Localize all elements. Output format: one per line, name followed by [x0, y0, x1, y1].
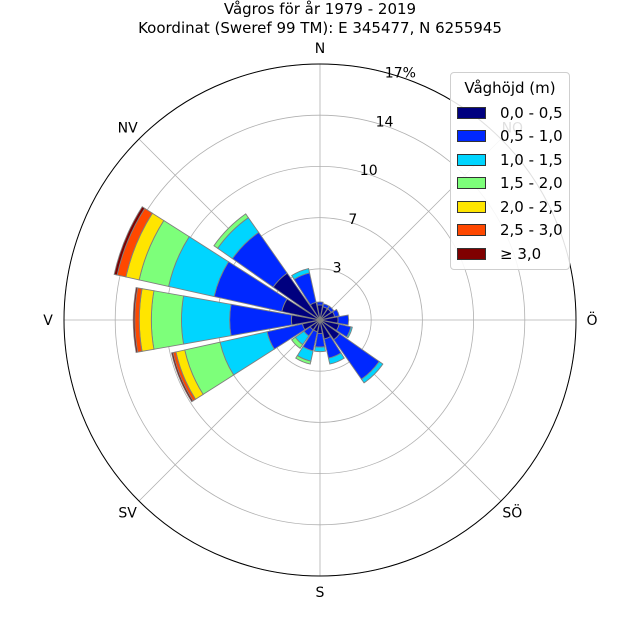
radial-tick-label-3: 14	[376, 114, 394, 130]
rose-segment-dir15-bin2	[291, 268, 311, 280]
legend-title: Våghöjd (m)	[464, 79, 556, 97]
rose-segment-dir12-bin4	[138, 288, 155, 352]
direction-label-n: N	[315, 41, 325, 57]
rose-segment-dir12-bin3	[150, 290, 185, 350]
outer-circle	[63, 63, 577, 577]
legend: Våghöjd (m) 0,0 - 0,5 0,5 - 1,0 1,0 - 1,5 1…	[450, 72, 570, 270]
legend-swatch	[457, 247, 486, 260]
direction-label-nv: NV	[118, 121, 138, 137]
rose-segment-dir4-bin1	[337, 314, 350, 326]
legend-swatch	[457, 106, 486, 119]
radial-tick-label-0: 3	[333, 261, 342, 277]
legend-swatch	[457, 177, 486, 190]
grid-spoke-5	[138, 319, 321, 502]
legend-label: 1,0 - 1,5	[500, 150, 563, 169]
legend-label: 2,5 - 3,0	[500, 221, 563, 240]
direction-label-v: V	[43, 313, 53, 329]
legend-item: 2,0 - 2,5	[451, 195, 569, 219]
direction-label-s: S	[316, 585, 325, 601]
radial-tick-label-1: 7	[348, 212, 357, 228]
legend-item: 1,0 - 1,5	[451, 148, 569, 172]
rose-segment-dir1-bin1	[322, 303, 330, 310]
rose-segment-dir13-bin6	[113, 206, 146, 276]
legend-item: 2,5 - 3,0	[451, 219, 569, 243]
rose-segment-dir3-bin1	[332, 308, 340, 318]
rose-segment-dir12-bin2	[181, 295, 232, 345]
rose-segment-dir8-bin2	[313, 346, 327, 353]
legend-swatch	[457, 200, 486, 213]
rose-segment-dir10-bin3	[291, 336, 304, 349]
rose-segment-dir2-bin1	[327, 305, 335, 313]
radial-tick-label-4: 17%	[385, 66, 416, 82]
rose-segment-dir7-bin2	[327, 352, 345, 365]
legend-swatch	[457, 130, 486, 143]
rose-segment-dir14-bin3	[213, 213, 249, 249]
direction-label-sv: SV	[118, 505, 137, 521]
legend-item: 0,5 - 1,0	[451, 125, 569, 149]
rose-segment-dir9-bin3	[295, 354, 312, 365]
direction-label-sö: SÖ	[502, 503, 522, 521]
legend-label: 0,0 - 0,5	[500, 103, 563, 122]
legend-label: 1,5 - 2,0	[500, 174, 563, 193]
direction-label-ö: Ö	[586, 311, 597, 329]
legend-swatch	[457, 153, 486, 166]
chart-subtitle: Koordinat (Sweref 99 TM): E 345477, N 62…	[138, 19, 502, 37]
legend-item: 0,0 - 0,5	[451, 101, 569, 125]
radial-tick-label-2: 10	[360, 163, 378, 179]
legend-label: 0,5 - 1,0	[500, 127, 563, 146]
rose-segment-dir6-bin2	[360, 360, 384, 384]
rose-segment-dir5-bin2	[346, 326, 353, 339]
chart-title: Vågros för år 1979 - 2019	[223, 0, 417, 18]
legend-item: 1,5 - 2,0	[451, 172, 569, 196]
legend-label: 2,0 - 2,5	[500, 197, 563, 216]
legend-swatch	[457, 224, 486, 237]
rose-segment-dir11-bin6	[170, 352, 194, 403]
legend-item: ≥ 3,0	[451, 242, 569, 266]
legend-label: ≥ 3,0	[500, 244, 542, 263]
rose-segment-dir12-bin6	[132, 287, 139, 353]
rose-segment-dir0-bin1	[316, 301, 324, 306]
